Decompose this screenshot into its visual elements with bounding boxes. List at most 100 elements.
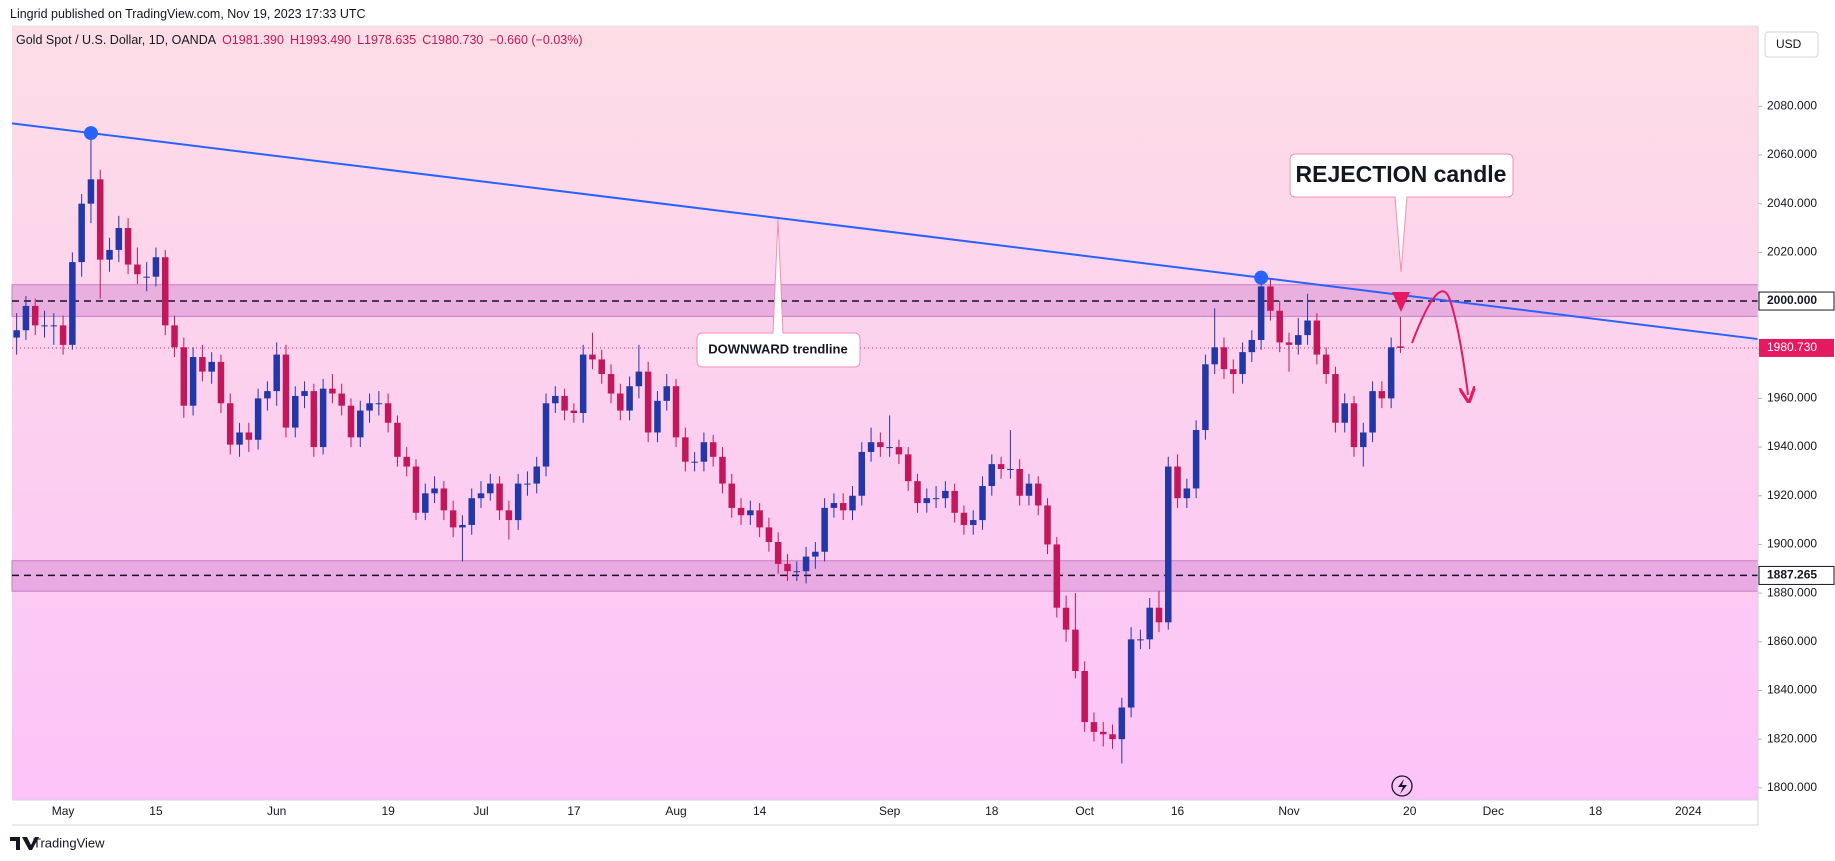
brand-name: TradingView: [33, 835, 105, 850]
candle-body: [849, 495, 856, 511]
candle-body: [877, 442, 884, 448]
candle-body: [366, 403, 373, 411]
candle-body: [59, 325, 67, 345]
plot-background: [12, 26, 1758, 800]
candle-body: [152, 257, 160, 277]
brand-logo: [10, 837, 39, 850]
candle-body: [617, 393, 624, 411]
candle-body: [273, 354, 280, 392]
candle-body: [329, 388, 336, 394]
candle-body: [41, 325, 48, 327]
candle-body: [357, 410, 364, 438]
currency-button[interactable]: [1764, 31, 1819, 58]
change: −0.660 (−0.03%): [489, 33, 583, 47]
rejection-callout: [1289, 153, 1514, 273]
close: C1980.730: [422, 33, 484, 47]
candle-body: [524, 483, 531, 485]
alert-bolt: [1398, 779, 1407, 794]
rejection-marker: [1392, 292, 1410, 312]
x-tick-label: 18: [1589, 804, 1603, 818]
level-badge: [1758, 291, 1835, 311]
candle-body: [208, 361, 215, 372]
candle-body: [1007, 468, 1014, 470]
candle-body: [1072, 629, 1079, 671]
candle-body: [1053, 544, 1061, 608]
candle-body: [106, 249, 113, 260]
candle-body: [1016, 468, 1023, 496]
candle-body: [1387, 347, 1395, 399]
candle-body: [1220, 347, 1228, 370]
candle-body: [607, 374, 615, 394]
candle-body: [589, 354, 596, 360]
candle-body: [1341, 403, 1348, 423]
candle-body: [988, 464, 996, 487]
x-tick-label: Sep: [879, 804, 901, 818]
candle-body: [960, 512, 968, 525]
candle-body: [375, 403, 383, 405]
candle-body: [1174, 466, 1181, 499]
candle-body: [793, 571, 801, 573]
candle-body: [830, 503, 838, 508]
candle-body: [496, 483, 503, 511]
x-tick-label: 16: [1171, 804, 1185, 818]
y-tick-label: 1840.000: [1767, 683, 1817, 697]
y-tick-label: 1900.000: [1767, 537, 1817, 551]
candle-body: [1165, 466, 1172, 623]
candle-body: [245, 432, 253, 440]
candle-body: [87, 179, 95, 204]
trendline-label: DOWNWARD trendline: [708, 341, 847, 356]
candle-body: [1257, 286, 1265, 340]
candle-body: [468, 498, 475, 525]
candle-body: [514, 483, 522, 521]
candle-body: [570, 410, 578, 413]
y-tick-label: 1800.000: [1767, 780, 1817, 794]
candle-body: [319, 388, 327, 448]
candle-body: [1276, 310, 1283, 343]
candle-body: [384, 403, 392, 423]
projection-arrow: [1411, 290, 1468, 395]
x-tick-label: 18: [985, 804, 999, 818]
candle-body: [1044, 505, 1051, 545]
candle-body: [1062, 607, 1070, 630]
last-price-label: 1980.730: [1767, 340, 1817, 354]
candle-body: [189, 357, 197, 406]
candle-body: [422, 493, 429, 513]
candle-body: [301, 391, 308, 396]
zone: [11, 560, 1759, 592]
candle-body: [904, 454, 912, 482]
candle-body: [1397, 346, 1404, 348]
candle-body: [22, 305, 30, 331]
candle-body: [1267, 286, 1274, 311]
candle-body: [969, 520, 977, 525]
candle-body: [997, 464, 1005, 469]
candle-body: [1313, 320, 1321, 355]
candle-body: [1285, 342, 1293, 345]
candle-body: [78, 203, 85, 263]
currency-label: USD: [1776, 37, 1802, 51]
candle-body: [477, 493, 485, 499]
candle-body: [886, 447, 893, 449]
candle-body: [143, 276, 150, 278]
candle-body: [347, 405, 355, 438]
candle-body: [69, 262, 76, 345]
candle-body: [1360, 432, 1367, 448]
candle-body: [561, 395, 568, 411]
candle-body: [923, 498, 931, 504]
candle-body: [1192, 430, 1200, 489]
alert-icon: [1391, 775, 1413, 797]
x-tick-label: Jun: [267, 804, 286, 818]
candle-body: [459, 524, 466, 528]
candle-body: [1350, 403, 1358, 448]
candle-body: [682, 437, 689, 462]
candle-body: [13, 330, 20, 338]
candle-body: [774, 542, 782, 564]
candle-body: [533, 466, 540, 484]
low: L1978.635: [357, 33, 417, 47]
candle-body: [115, 228, 123, 250]
candle-body: [1248, 339, 1256, 353]
candle-body: [802, 556, 810, 572]
candle-body: [180, 347, 188, 406]
candle-body: [403, 456, 410, 467]
y-tick-label: 1940.000: [1767, 439, 1817, 453]
candle-body: [1378, 391, 1386, 399]
